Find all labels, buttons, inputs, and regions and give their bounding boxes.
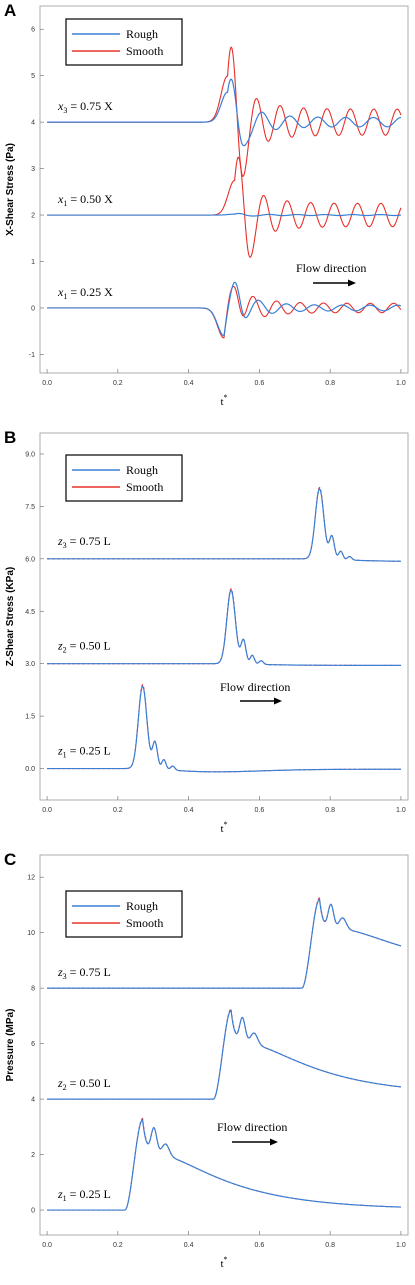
legend-box xyxy=(65,890,183,938)
rough-series-line xyxy=(47,212,401,217)
x-axis-label: t* xyxy=(220,1255,227,1270)
x-tick-label: 0.2 xyxy=(113,380,123,387)
x-tick-label: 0.8 xyxy=(325,807,335,814)
rough-series-line xyxy=(47,589,401,667)
y-axis-label: Z-Shear Stress (KPa) xyxy=(5,567,16,666)
x-tick-label: 0.0 xyxy=(42,807,52,814)
y-tick-label: 3.0 xyxy=(25,661,35,668)
y-tick-label: 9.0 xyxy=(25,451,35,458)
y-tick-label: 4 xyxy=(31,120,35,127)
x-tick-label: 0.4 xyxy=(184,1242,194,1249)
y-tick-label: 3 xyxy=(31,166,35,173)
panel-b-chart: B 0.0 1.5 3.0 4.5 6.0 7.5 9.0 0.0 0.2 0.4 0.6 0.8 1.0… xyxy=(4,428,409,835)
x-tick-label: 0.0 xyxy=(42,1242,52,1249)
panel-a-chart: A -1 0 1 2 3 4 5 6 0.0 0.2 0.4 0.6 0.8 1.0 X-Shear Stre… xyxy=(4,1,409,408)
smooth-series-line xyxy=(47,156,402,258)
rough-series-line xyxy=(47,685,401,773)
x-tick-label: 0.6 xyxy=(255,807,265,814)
y-tick-label: 0 xyxy=(31,305,35,312)
legend-rough-label: Rough xyxy=(126,463,158,477)
legend-smooth-label: Smooth xyxy=(126,480,163,494)
y-tick-label: 6.0 xyxy=(25,556,35,563)
y-tick-label: 8 xyxy=(31,986,35,993)
x-tick-label: 0.6 xyxy=(255,380,265,387)
curve-label: z3 = 0.75 L xyxy=(57,534,111,550)
panel-letter: C xyxy=(4,850,16,869)
y-tick-label: 4.5 xyxy=(25,609,35,616)
y-axis-label: X-Shear Stress (Pa) xyxy=(5,143,16,236)
x-tick-label: 1.0 xyxy=(396,380,406,387)
y-tick-label: 1.5 xyxy=(25,714,35,721)
panel-letter: A xyxy=(4,1,16,20)
curve-label: x3 = 0.75 X xyxy=(57,99,113,115)
legend-smooth-label: Smooth xyxy=(126,44,163,58)
x-tick-label: 0.6 xyxy=(255,1242,265,1249)
flow-arrow-head xyxy=(274,697,282,705)
legend-rough-label: Rough xyxy=(126,899,158,913)
plot-frame xyxy=(39,5,409,374)
y-tick-label: 10 xyxy=(27,930,35,937)
y-tick-label: 6 xyxy=(31,27,35,34)
panel-letter: B xyxy=(4,428,16,447)
curve-label: z2 = 0.50 L xyxy=(57,1076,111,1092)
y-tick-label: -1 xyxy=(29,352,35,359)
x-tick-label: 0.8 xyxy=(325,1242,335,1249)
x-tick-label: 1.0 xyxy=(396,807,406,814)
rough-series-line xyxy=(47,78,401,147)
curve-label: z3 = 0.75 L xyxy=(57,965,111,981)
y-tick-label: 7.5 xyxy=(25,504,35,511)
legend-rough-label: Rough xyxy=(126,27,158,41)
y-tick-label: 6 xyxy=(31,1041,35,1048)
y-axis-label: Pressure (MPa) xyxy=(5,1009,16,1082)
smooth-series-line xyxy=(47,683,401,773)
plot-frame xyxy=(39,432,409,801)
x-tick-label: 0.4 xyxy=(184,380,194,387)
rough-series-line xyxy=(47,1009,401,1100)
y-tick-label: 12 xyxy=(27,875,35,882)
rough-series-line xyxy=(47,1119,401,1211)
rough-series-line xyxy=(47,898,402,989)
legend-smooth-label: Smooth xyxy=(126,916,163,930)
y-tick-label: 2 xyxy=(31,213,35,220)
flow-arrow-head xyxy=(270,1138,278,1146)
curve-label: z1 = 0.25 L xyxy=(57,744,111,760)
x-tick-label: 0.2 xyxy=(113,1242,123,1249)
flow-arrow-head xyxy=(348,279,356,287)
y-tick-label: 4 xyxy=(31,1097,35,1104)
curve-label: z2 = 0.50 L xyxy=(57,639,111,655)
curve-label: z1 = 0.25 L xyxy=(57,1187,111,1203)
curve-label: x1 = 0.25 X xyxy=(57,285,113,301)
x-tick-label: 1.0 xyxy=(396,1242,406,1249)
flow-direction-label: Flow direction xyxy=(217,1120,287,1134)
flow-direction-label: Flow direction xyxy=(296,261,366,275)
plot-frame xyxy=(39,854,409,1236)
x-tick-label: 0.2 xyxy=(113,807,123,814)
smooth-series-line xyxy=(47,588,401,666)
x-tick-label: 0.8 xyxy=(325,380,335,387)
rough-series-line xyxy=(47,488,401,562)
legend-box xyxy=(65,454,183,502)
x-axis-label: t* xyxy=(220,820,227,835)
x-axis-label: t* xyxy=(220,393,227,408)
y-tick-label: 2 xyxy=(31,1152,35,1159)
y-tick-label: 0.0 xyxy=(25,766,35,773)
curve-label: x1 = 0.50 X xyxy=(57,192,113,208)
flow-direction-label: Flow direction xyxy=(220,680,290,694)
x-tick-label: 0.4 xyxy=(184,807,194,814)
rough-series-line xyxy=(47,281,402,337)
panel-c-chart: C 0 2 4 6 8 10 12 0.0 0.2 0.4 0.6 0.8 1.0 Pressure (MP… xyxy=(4,850,409,1270)
y-tick-label: 0 xyxy=(31,1208,35,1215)
y-tick-label: 1 xyxy=(31,259,35,266)
legend-box xyxy=(65,18,183,66)
y-tick-label: 5 xyxy=(31,73,35,80)
x-tick-label: 0.0 xyxy=(42,380,52,387)
